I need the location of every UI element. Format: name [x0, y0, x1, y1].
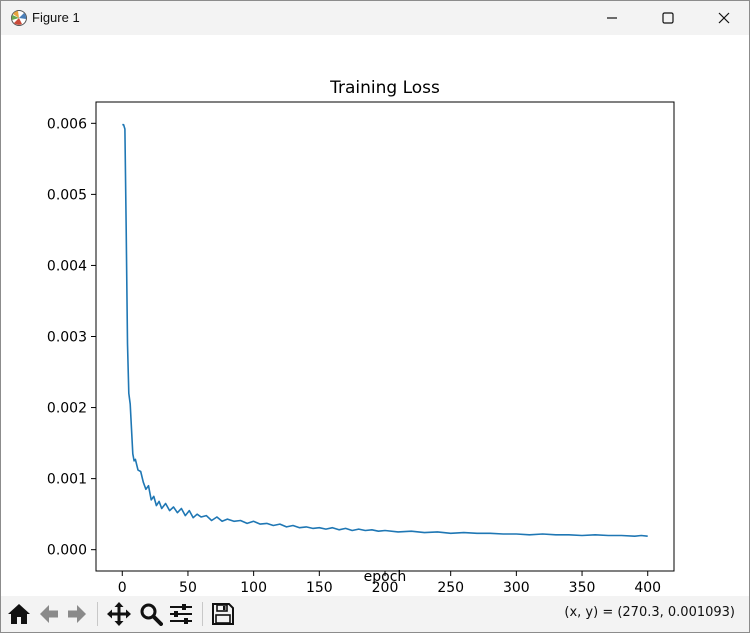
figure-canvas[interactable]: Training Loss 0 50 100 150 200 250 300 350 400 0…	[1, 35, 749, 596]
maximize-button[interactable]	[645, 1, 691, 35]
matplotlib-icon	[11, 10, 27, 26]
back-button[interactable]	[35, 600, 63, 628]
y-tick-label: 0.004	[47, 258, 87, 274]
x-tick-label: 200	[372, 580, 399, 595]
y-tick-label: 0.001	[47, 472, 87, 488]
x-tick-label: 0	[118, 580, 127, 595]
minimize-button[interactable]	[589, 1, 635, 35]
home-icon	[8, 604, 30, 624]
x-tick-label: 150	[306, 580, 333, 595]
x-axis: 0 50 100 150 200 250 300 350 400	[118, 571, 661, 596]
back-icon	[40, 605, 58, 623]
save-button[interactable]	[209, 600, 237, 628]
title-bar[interactable]: Figure 1	[1, 1, 749, 35]
loss-chart: Training Loss 0 50 100 150 200 250 300 350 400 0…	[47, 78, 675, 596]
forward-button[interactable]	[63, 600, 91, 628]
configure-subplots-button[interactable]	[167, 600, 195, 628]
toolbar-separator	[202, 602, 203, 626]
cursor-coordinates: (x, y) = (270.3, 0.001093)	[564, 605, 735, 620]
x-tick-label: 350	[569, 580, 596, 595]
home-button[interactable]	[5, 600, 33, 628]
loss-series-line	[122, 123, 648, 538]
y-tick-label: 0.006	[47, 116, 87, 132]
minimize-icon	[607, 17, 617, 19]
forward-icon	[68, 605, 86, 623]
close-button[interactable]	[701, 1, 747, 35]
x-tick-label: 100	[240, 580, 267, 595]
y-tick-label: 0.005	[47, 187, 87, 203]
pan-button[interactable]	[105, 600, 133, 628]
close-icon	[718, 12, 730, 24]
window-title: Figure 1	[32, 10, 80, 25]
x-tick-label: 300	[503, 580, 530, 595]
x-tick-label: 50	[179, 580, 197, 595]
x-axis-label: epoch	[364, 569, 407, 585]
navigation-toolbar: (x, y) = (270.3, 0.001093)	[1, 596, 749, 632]
x-tick-label: 250	[437, 580, 464, 595]
zoom-icon	[140, 603, 163, 626]
plot-layer	[122, 123, 648, 538]
save-icon	[212, 603, 234, 625]
y-tick-label: 0.000	[47, 543, 87, 559]
configure-subplots-icon	[170, 604, 192, 624]
x-tick-label: 400	[634, 580, 661, 595]
y-tick-label: 0.003	[47, 330, 87, 346]
zoom-button[interactable]	[137, 600, 165, 628]
pan-icon	[107, 602, 131, 626]
axes-frame	[95, 101, 675, 572]
y-tick-label: 0.002	[47, 401, 87, 417]
chart-title: Training Loss	[329, 78, 440, 98]
y-axis: 0.000 0.001 0.002 0.003 0.004 0.005 0.006	[47, 116, 96, 559]
maximize-icon	[662, 12, 674, 24]
toolbar-separator	[97, 602, 98, 626]
